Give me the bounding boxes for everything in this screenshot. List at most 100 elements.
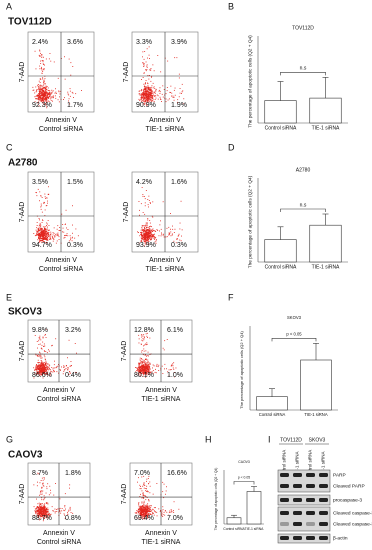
event-dot	[162, 85, 163, 86]
event-dot	[40, 364, 41, 365]
event-dot	[170, 92, 171, 93]
event-dot	[45, 334, 46, 335]
event-dot	[139, 93, 140, 94]
event-dot	[137, 482, 138, 483]
event-dot	[152, 234, 153, 235]
event-dot	[141, 99, 142, 100]
cell-line: A2780	[8, 158, 38, 169]
event-dot	[44, 233, 45, 234]
event-dot	[38, 86, 39, 87]
event-dot	[47, 227, 48, 228]
event-dot	[36, 367, 37, 368]
event-dot	[48, 349, 49, 350]
event-dot	[47, 97, 48, 98]
event-dot	[148, 87, 149, 88]
event-dot	[152, 64, 153, 65]
event-dot	[142, 511, 143, 512]
event-dot	[35, 508, 36, 509]
quadrant-percent: 1.0%	[167, 372, 183, 379]
event-dot	[176, 239, 177, 240]
event-dot	[40, 365, 41, 366]
event-dot	[151, 68, 152, 69]
event-dot	[60, 508, 61, 509]
event-dot	[43, 203, 44, 204]
panel-label: C	[6, 142, 13, 152]
event-dot	[49, 236, 50, 237]
event-dot	[70, 507, 71, 508]
event-dot	[148, 239, 149, 240]
event-dot	[173, 362, 174, 363]
event-dot	[40, 90, 41, 91]
event-dot	[151, 236, 152, 237]
event-dot	[46, 234, 47, 235]
event-dot	[157, 55, 158, 56]
event-dot	[53, 90, 54, 91]
event-dot	[166, 99, 167, 100]
event-dot	[40, 353, 41, 354]
event-dot	[43, 486, 44, 487]
quadrant-percent: 86.6%	[32, 372, 52, 379]
event-dot	[145, 362, 146, 363]
event-dot	[151, 97, 152, 98]
event-dot	[46, 493, 47, 494]
event-dot	[44, 356, 45, 357]
event-dot	[60, 498, 61, 499]
event-dot	[72, 225, 73, 226]
event-dot	[143, 365, 144, 366]
event-dot	[45, 210, 46, 211]
event-dot	[33, 367, 34, 368]
event-dot	[149, 230, 150, 231]
event-dot	[39, 512, 40, 513]
panel-label: H	[205, 434, 212, 444]
event-dot	[147, 367, 148, 368]
event-dot	[44, 230, 45, 231]
event-dot	[43, 483, 44, 484]
event-dot	[38, 369, 39, 370]
event-dot	[45, 231, 46, 232]
event-dot	[46, 231, 47, 232]
event-dot	[138, 505, 139, 506]
event-dot	[142, 362, 143, 363]
event-dot	[39, 503, 40, 504]
event-dot	[160, 71, 161, 72]
event-dot	[145, 88, 146, 89]
event-dot	[39, 337, 40, 338]
event-dot	[40, 230, 41, 231]
event-dot	[152, 237, 153, 238]
event-dot	[148, 231, 149, 232]
event-dot	[152, 100, 153, 101]
event-dot	[170, 86, 171, 87]
event-dot	[141, 89, 142, 90]
event-dot	[39, 55, 40, 56]
event-dot	[148, 234, 149, 235]
event-dot	[150, 87, 151, 88]
event-dot	[150, 92, 151, 93]
event-dot	[153, 494, 154, 495]
event-dot	[157, 229, 158, 230]
event-dot	[39, 233, 40, 234]
event-dot	[145, 499, 146, 500]
event-dot	[49, 494, 50, 495]
event-dot	[63, 99, 64, 100]
blot-band	[306, 498, 315, 502]
event-dot	[60, 511, 61, 512]
event-dot	[49, 235, 50, 236]
event-dot	[141, 366, 142, 367]
event-dot	[139, 511, 140, 512]
event-dot	[39, 505, 40, 506]
event-dot	[147, 236, 148, 237]
x-axis-label: Annexin V	[145, 530, 177, 537]
event-dot	[40, 231, 41, 232]
event-dot	[38, 233, 39, 234]
event-dot	[43, 236, 44, 237]
event-dot	[150, 509, 151, 510]
event-dot	[50, 97, 51, 98]
event-dot	[58, 99, 59, 100]
cell-line: CAOV3	[8, 450, 43, 461]
event-dot	[164, 89, 165, 90]
event-dot	[147, 355, 148, 356]
event-dot	[146, 336, 147, 337]
quadrant-percent: 0.3%	[67, 242, 83, 249]
event-dot	[146, 479, 147, 480]
event-dot	[146, 190, 147, 191]
